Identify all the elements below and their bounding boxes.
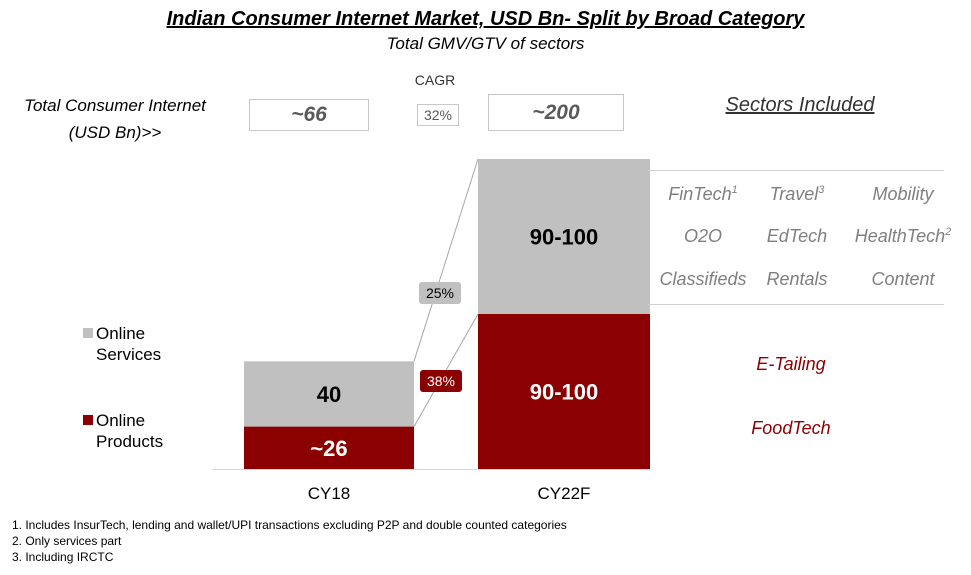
total-cy18-box: ~66 <box>249 99 369 131</box>
legend-services: Online Services <box>96 323 161 365</box>
sector-rentals: Rentals <box>742 269 852 290</box>
sector-edtech: EdTech <box>742 226 852 247</box>
legend-swatch-products <box>83 415 93 425</box>
connector-services <box>413 158 479 362</box>
chart-layer: ~26 40 CY18 90-100 90-100 CY22F 38% 25% <box>212 158 650 503</box>
sector-name: O2O <box>683 226 722 246</box>
legend-services-line2: Services <box>96 345 162 364</box>
sector-footnote-mark: 2 <box>945 226 952 238</box>
sector-content: Content <box>848 269 958 290</box>
chart-title: Indian Consumer Internet Market, USD Bn-… <box>166 8 805 30</box>
x-tick-label-cy18: CY18 <box>308 484 351 503</box>
sector-foodtech: FoodTech <box>751 418 831 438</box>
sector-footnote-mark: 1 <box>731 184 738 196</box>
footnote-3: 3. Including IRCTC <box>12 550 114 564</box>
sector-name: Classifieds <box>659 269 747 289</box>
legend-swatch-services <box>83 328 93 338</box>
sector-name: Content <box>871 269 935 289</box>
cagr-label: CAGR <box>414 72 456 88</box>
bar-data-label: 40 <box>317 382 341 407</box>
bar-cy22f-services <box>478 159 650 314</box>
bar-data-label: ~26 <box>310 436 347 461</box>
sector-name: FinTech <box>668 184 732 204</box>
growth-label-products: 38% <box>427 373 455 389</box>
growth-label-services: 25% <box>426 285 454 301</box>
sector-name: HealthTech <box>854 226 946 246</box>
bar-data-label: 90-100 <box>530 380 599 405</box>
growth-label-products-box <box>420 370 462 392</box>
footnotes: 1. Includes InsurTech, lending and walle… <box>12 517 567 565</box>
sector-footnote-mark: 3 <box>818 184 825 196</box>
total-label-line2: (USD Bn)>> <box>68 123 162 142</box>
growth-label-services-box <box>419 282 461 304</box>
sector-divider-1 <box>648 170 944 171</box>
bar-cy18-services <box>244 361 414 427</box>
footnote-1: 1. Includes InsurTech, lending and walle… <box>12 518 567 532</box>
sector-etailing: E-Tailing <box>756 354 826 374</box>
bar-cy18-products <box>244 426 414 469</box>
sector-o2o: O2O <box>648 226 758 247</box>
chart-subtitle: Total GMV/GTV of sectors <box>386 34 585 53</box>
sector-travel: Travel3 <box>742 184 852 205</box>
x-tick-label-cy22f: CY22F <box>538 484 591 503</box>
sector-fintech: FinTech1 <box>648 184 758 205</box>
sector-healthtech: HealthTech2 <box>848 226 958 247</box>
legend-products-line1: Online <box>96 411 146 430</box>
sector-classifieds: Classifieds <box>648 269 758 290</box>
bar-cy22f-products <box>478 314 650 469</box>
sector-name: Travel <box>769 184 819 204</box>
sector-divider-2 <box>648 304 944 305</box>
sector-mobility: Mobility <box>848 184 958 205</box>
total-cy22-box: ~200 <box>488 94 624 131</box>
legend-products-line2: Products <box>96 432 164 451</box>
legend-services-line1: Online <box>96 324 146 343</box>
total-label-line1: Total Consumer Internet <box>24 96 206 115</box>
cagr-value-box: 32% <box>417 104 459 126</box>
sector-name: Rentals <box>766 269 828 289</box>
total-label: Total Consumer Internet (USD Bn)>> <box>10 92 220 146</box>
sector-name: EdTech <box>766 226 828 246</box>
sectors-included-title: Sectors Included <box>725 94 875 116</box>
sector-name: Mobility <box>872 184 934 204</box>
footnote-2: 2. Only services part <box>12 534 122 548</box>
legend-products: Online Products <box>96 410 163 452</box>
bar-data-label: 90-100 <box>530 225 599 250</box>
